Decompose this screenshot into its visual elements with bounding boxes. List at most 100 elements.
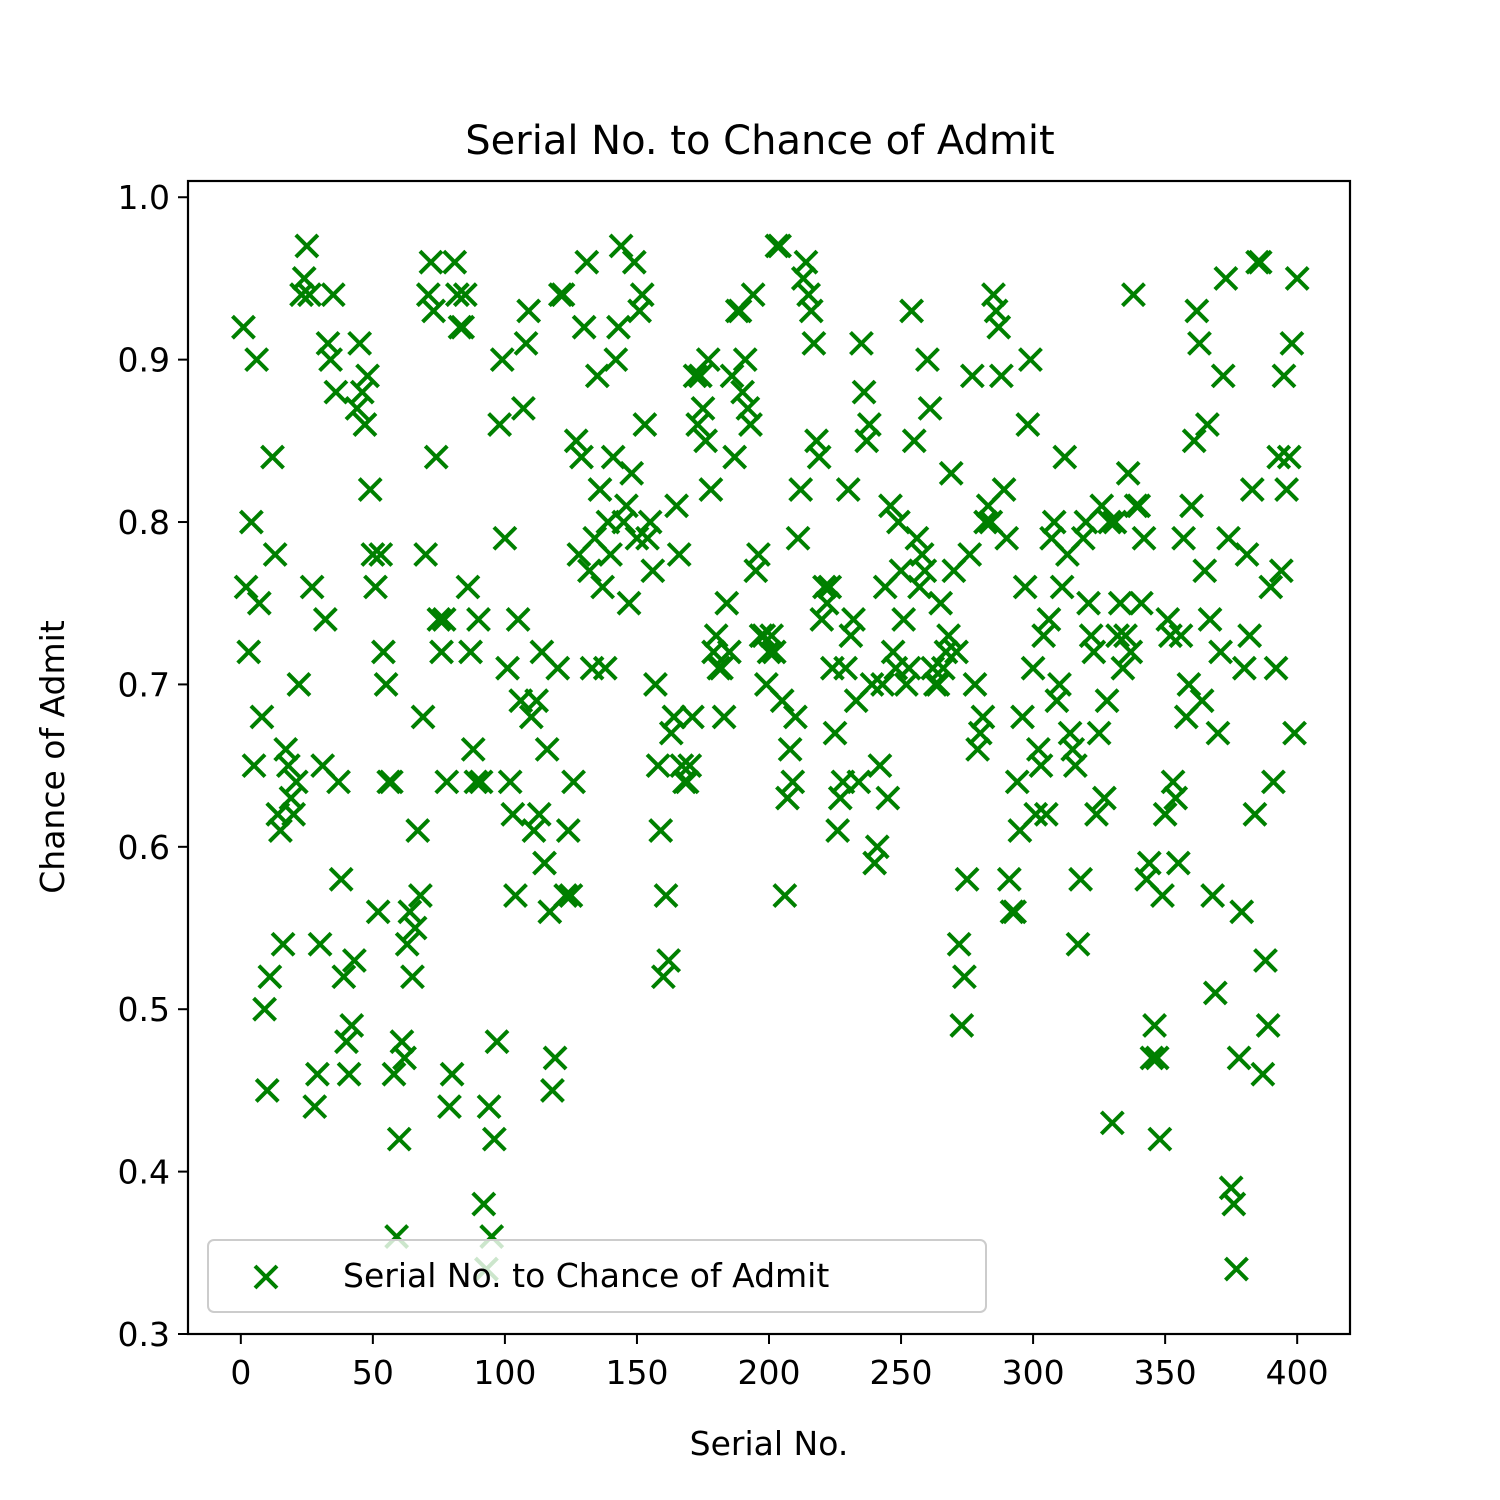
marker-stroke [339, 1013, 365, 1038]
marker-stroke [444, 282, 470, 308]
marker-stroke [495, 655, 520, 681]
marker-stroke [666, 542, 692, 567]
data-point [988, 363, 1014, 389]
marker-stroke [1139, 1045, 1165, 1071]
data-point [283, 769, 309, 795]
data-point [1041, 509, 1067, 535]
data-point [1234, 542, 1260, 567]
y-tick-label: 0.8 [118, 503, 170, 542]
data-point [619, 460, 645, 486]
data-point [339, 1013, 365, 1038]
marker-stroke [904, 525, 930, 551]
marker-stroke [1189, 688, 1215, 714]
data-point [392, 1045, 417, 1071]
data-point [402, 915, 428, 941]
data-point [648, 818, 674, 843]
marker-stroke [1107, 590, 1133, 616]
marker-stroke [1231, 655, 1257, 681]
marker-stroke [954, 866, 980, 892]
data-point [716, 639, 742, 665]
marker-stroke [714, 590, 740, 616]
marker-stroke [371, 639, 396, 665]
marker-stroke [1033, 801, 1059, 827]
marker-stroke [864, 834, 890, 860]
data-point [875, 785, 901, 811]
marker-stroke [938, 460, 964, 486]
marker-stroke [378, 769, 404, 795]
marker-stroke [336, 1061, 362, 1087]
data-point [561, 769, 586, 795]
marker-stroke [289, 282, 314, 308]
marker-stroke [1052, 444, 1078, 470]
data-point [949, 1013, 975, 1038]
marker-stroke [1152, 801, 1178, 827]
data-point [455, 574, 481, 600]
marker-stroke [529, 639, 555, 665]
data-point [788, 477, 814, 502]
data-point [268, 818, 293, 843]
data-point [323, 379, 349, 405]
data-point [381, 1061, 407, 1087]
marker-stroke [381, 1061, 407, 1087]
data-point [495, 655, 520, 681]
marker-stroke [241, 753, 267, 779]
marker-stroke [249, 704, 275, 730]
marker-stroke [352, 412, 378, 438]
marker-stroke [431, 607, 457, 632]
marker-stroke [1158, 623, 1183, 649]
marker-stroke [526, 801, 552, 827]
data-point [233, 574, 259, 600]
data-point [1052, 444, 1078, 470]
data-point [434, 769, 460, 795]
marker-stroke [328, 866, 354, 892]
data-point [236, 639, 262, 665]
marker-stroke [658, 720, 684, 746]
data-point [1276, 444, 1302, 470]
marker-stroke [962, 672, 988, 697]
data-point [336, 1061, 362, 1087]
data-point [1168, 623, 1194, 649]
data-point [775, 785, 800, 811]
data-point [371, 639, 396, 665]
marker-stroke [574, 249, 600, 275]
marker-stroke [1224, 1256, 1249, 1282]
data-point [1271, 363, 1297, 389]
data-point [1084, 801, 1109, 827]
marker-stroke [949, 1013, 975, 1038]
data-point [1081, 639, 1107, 665]
marker-stroke [1012, 574, 1038, 600]
marker-stroke [767, 233, 792, 259]
data-point [1205, 720, 1231, 746]
marker-stroke [1194, 412, 1220, 438]
data-point [1076, 590, 1101, 616]
data-point [695, 347, 721, 373]
data-point [957, 542, 983, 567]
marker-stroke [600, 444, 626, 470]
data-point [468, 769, 494, 795]
data-point [621, 249, 647, 275]
marker-stroke [1179, 493, 1204, 519]
marker-stroke [254, 1077, 280, 1103]
y-tick-label: 1.0 [118, 178, 170, 217]
data-point [1062, 753, 1088, 779]
marker-stroke [492, 525, 518, 551]
data-point [833, 655, 859, 681]
marker-stroke [952, 964, 977, 990]
marker-stroke [563, 428, 589, 454]
marker-stroke [862, 850, 888, 876]
marker-stroke [1226, 1045, 1252, 1071]
data-point [400, 964, 425, 990]
plot-background [188, 181, 1350, 1334]
x-tick-label: 150 [605, 1353, 668, 1392]
x-tick-label: 200 [738, 1353, 801, 1392]
marker-stroke [233, 574, 259, 600]
data-point [645, 753, 671, 779]
data-point [555, 818, 581, 843]
marker-stroke [1239, 477, 1265, 502]
data-point [769, 688, 795, 714]
data-point [746, 542, 771, 567]
data-point [299, 574, 325, 600]
marker-stroke [901, 428, 927, 454]
marker-stroke [360, 542, 386, 567]
data-point [254, 1077, 280, 1103]
